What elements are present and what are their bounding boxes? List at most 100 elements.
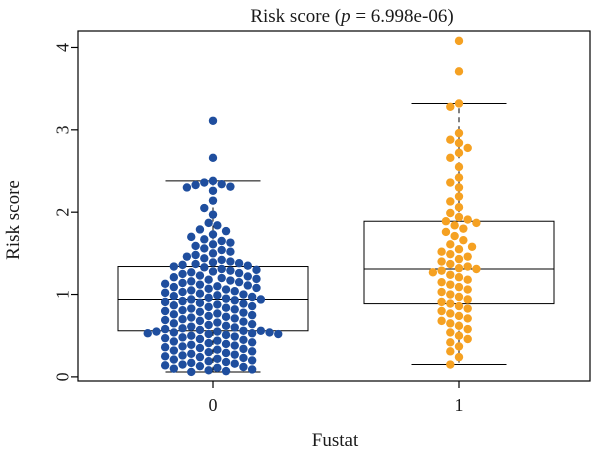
data-point [454, 311, 464, 321]
data-point [191, 180, 200, 190]
data-point [204, 347, 213, 357]
data-point [463, 143, 472, 153]
data-point [169, 337, 179, 346]
data-point [437, 297, 446, 307]
data-point [446, 280, 455, 289]
data-point [178, 333, 187, 342]
data-point [204, 302, 213, 312]
data-point [204, 366, 213, 375]
data-point [208, 249, 218, 258]
data-point [195, 334, 205, 344]
data-point [256, 326, 266, 335]
data-point [454, 138, 464, 148]
data-point [454, 331, 464, 340]
data-point [191, 250, 200, 260]
data-point [247, 365, 257, 374]
data-point [208, 153, 218, 163]
data-point [446, 347, 455, 356]
y-axis-label: Risk score [3, 180, 24, 260]
data-point [463, 215, 472, 224]
y-tick-label-1: 1 [52, 290, 72, 299]
data-point [446, 135, 455, 144]
data-point [160, 352, 170, 361]
data-point [230, 287, 239, 296]
data-point [208, 230, 218, 239]
data-point [204, 293, 213, 303]
data-point [239, 326, 248, 335]
data-point [213, 282, 222, 291]
data-point [217, 255, 226, 265]
data-point [454, 99, 464, 108]
data-point [247, 347, 257, 356]
data-point [169, 346, 179, 355]
data-point [463, 304, 472, 313]
data-point [230, 296, 239, 305]
data-point [178, 278, 187, 288]
data-point [217, 179, 226, 189]
data-point [208, 186, 218, 195]
y-tick-label-2: 2 [52, 208, 72, 217]
data-point [226, 182, 235, 191]
data-point [446, 319, 455, 328]
data-point [454, 183, 464, 192]
chart-title-p: p [339, 6, 351, 27]
y-tick-label-4: 4 [52, 43, 72, 52]
data-point [178, 296, 187, 306]
data-point [204, 284, 213, 293]
data-point [472, 218, 481, 228]
data-point [230, 305, 239, 314]
data-point [454, 301, 464, 311]
data-point [454, 162, 464, 172]
data-point [187, 304, 196, 313]
data-point [256, 295, 266, 304]
data-point [208, 116, 218, 125]
data-point [187, 349, 196, 359]
data-point [160, 361, 170, 370]
data-point [178, 260, 187, 270]
data-point [195, 280, 205, 289]
data-point [239, 317, 248, 326]
data-point [226, 247, 235, 256]
data-point [467, 242, 477, 251]
data-point [226, 257, 235, 266]
data-point [213, 300, 222, 309]
data-point [454, 352, 464, 362]
data-point [221, 312, 231, 321]
data-point [169, 282, 179, 292]
data-point [239, 362, 248, 372]
data-point [446, 178, 455, 187]
boxplot-group-0 [117, 180, 309, 373]
data-point [247, 310, 257, 320]
data-point [221, 366, 231, 376]
data-point [239, 299, 248, 308]
data-point [187, 331, 196, 340]
data-point [454, 212, 464, 222]
data-point [446, 240, 455, 249]
data-point [187, 232, 196, 242]
data-point [221, 348, 231, 358]
data-point [274, 329, 283, 339]
data-point [441, 217, 451, 226]
data-point [200, 254, 209, 263]
data-point [252, 283, 261, 293]
data-point [187, 358, 196, 368]
data-point [169, 291, 179, 301]
data-point [454, 192, 464, 201]
data-point [169, 301, 179, 310]
data-point [454, 282, 464, 292]
data-point [247, 319, 257, 329]
x-tick-label-0: 0 [209, 395, 218, 415]
data-point [208, 210, 218, 219]
data-point [160, 297, 170, 307]
data-point [437, 277, 446, 287]
y-tick-label-0: 0 [52, 372, 72, 381]
data-point [454, 173, 464, 182]
data-point [463, 334, 472, 344]
data-point [217, 245, 226, 255]
data-point [446, 290, 455, 299]
iqr-box [117, 266, 309, 332]
data-point [454, 342, 464, 351]
data-point [226, 238, 235, 247]
data-point [454, 254, 464, 264]
data-point [169, 355, 179, 364]
